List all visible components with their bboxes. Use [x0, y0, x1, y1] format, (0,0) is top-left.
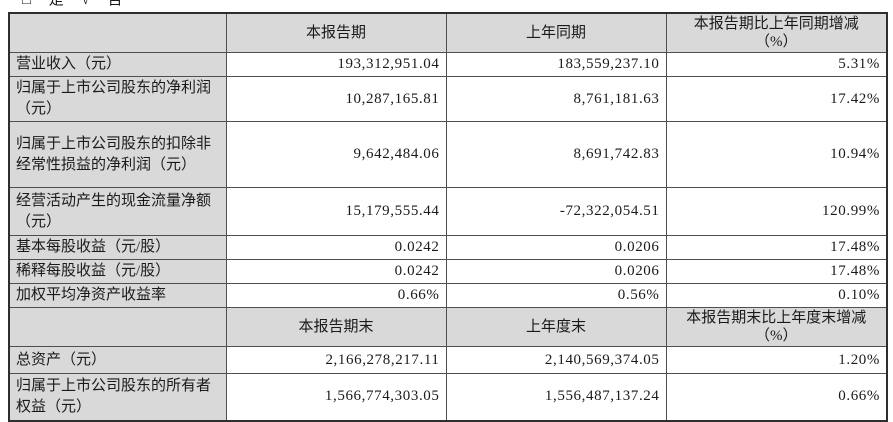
- table-row-diluted-eps: 稀释每股收益（元/股） 0.0242 0.0206 17.48%: [8, 259, 888, 284]
- header-change-line2: （%）: [755, 34, 798, 50]
- row-label: 总资产（元）: [8, 346, 227, 374]
- cell-current-value: 193,312,951.04: [225, 52, 447, 77]
- row-label: 营业收入（元）: [8, 52, 227, 77]
- header-cell-period-end-change: 本报告期末比上年度末增减 （%）: [665, 307, 888, 347]
- cell-change-value: 10.94%: [665, 121, 888, 188]
- cell-current-value: 9,642,484.06: [225, 121, 447, 188]
- clipped-text: □ 是 √ 否: [22, 0, 130, 7]
- cell-prior-value: 0.0206: [445, 235, 667, 260]
- table-row-net-profit-excl-nonrecurring: 归属于上市公司股东的扣除非经常性损益的净利润（元） 9,642,484.06 8…: [8, 121, 888, 188]
- table-header-row-period-end: 本报告期末 上年度末 本报告期末比上年度末增减 （%）: [8, 307, 888, 347]
- cell-change-value: 17.48%: [665, 259, 888, 284]
- report-page: □ 是 √ 否 本报告期 上年同期 本报告期比上年同期增减 （%） 营业收入（元…: [8, 0, 888, 422]
- table-row-operating-revenue: 营业收入（元） 193,312,951.04 183,559,237.10 5.…: [8, 52, 888, 77]
- cell-change-value: 0.66%: [665, 373, 888, 421]
- row-label: 经营活动产生的现金流量净额（元）: [8, 187, 227, 236]
- cell-change-value: 0.10%: [665, 283, 888, 308]
- cell-change-value: 5.31%: [665, 52, 888, 77]
- header-change-line1: 本报告期比上年同期增减: [693, 16, 859, 32]
- row-label: 归属于上市公司股东的所有者权益（元）: [8, 373, 227, 421]
- cell-prior-value: 2,140,569,374.05: [445, 346, 667, 374]
- row-label: 稀释每股收益（元/股）: [8, 259, 227, 284]
- cell-current-value: 0.66%: [225, 283, 447, 308]
- cell-current-value: 1,566,774,303.05: [225, 373, 447, 421]
- cell-change-value: 17.48%: [665, 235, 888, 260]
- header-cell-current-period: 本报告期: [225, 12, 447, 53]
- header-change-line1: 本报告期末比上年度末增减: [686, 310, 867, 326]
- row-label: 加权平均净资产收益率: [8, 283, 227, 308]
- cell-current-value: 0.0242: [225, 259, 447, 284]
- table-header-row-period: 本报告期 上年同期 本报告期比上年同期增减 （%）: [8, 12, 888, 53]
- cell-change-value: 17.42%: [665, 76, 888, 122]
- cell-prior-value: 8,691,742.83: [445, 121, 667, 188]
- cell-prior-value: -72,322,054.51: [445, 187, 667, 236]
- cell-prior-value: 183,559,237.10: [445, 52, 667, 77]
- table-row-total-assets: 总资产（元） 2,166,278,217.11 2,140,569,374.05…: [8, 346, 888, 374]
- financial-summary-table: 本报告期 上年同期 本报告期比上年同期增减 （%） 营业收入（元） 193,31…: [8, 12, 888, 422]
- header-cell-period-change: 本报告期比上年同期增减 （%）: [665, 12, 888, 53]
- header-cell-empty: [8, 12, 227, 53]
- clipped-text-above-table: □ 是 √ 否: [22, 0, 130, 7]
- cell-current-value: 15,179,555.44: [225, 187, 447, 236]
- cell-change-value: 1.20%: [665, 346, 888, 374]
- cell-prior-value: 0.56%: [445, 283, 667, 308]
- row-label: 归属于上市公司股东的扣除非经常性损益的净利润（元）: [8, 121, 227, 188]
- header-cell-prior-period: 上年同期: [445, 12, 667, 53]
- cell-prior-value: 0.0206: [445, 259, 667, 284]
- row-label: 基本每股收益（元/股）: [8, 235, 227, 260]
- cell-current-value: 10,287,165.81: [225, 76, 447, 122]
- table-row-operating-cash-flow: 经营活动产生的现金流量净额（元） 15,179,555.44 -72,322,0…: [8, 187, 888, 236]
- table-row-shareholders-equity: 归属于上市公司股东的所有者权益（元） 1,566,774,303.05 1,55…: [8, 373, 888, 421]
- header-change-line2: （%）: [755, 328, 798, 344]
- header-cell-prior-year-end: 上年度末: [445, 307, 667, 347]
- cell-current-value: 0.0242: [225, 235, 447, 260]
- cell-change-value: 120.99%: [665, 187, 888, 236]
- header-cell-empty: [8, 307, 227, 347]
- table-row-net-profit: 归属于上市公司股东的净利润（元） 10,287,165.81 8,761,181…: [8, 76, 888, 122]
- cell-prior-value: 8,761,181.63: [445, 76, 667, 122]
- header-cell-current-period-end: 本报告期末: [225, 307, 447, 347]
- table-row-weighted-avg-roe: 加权平均净资产收益率 0.66% 0.56% 0.10%: [8, 283, 888, 308]
- row-label: 归属于上市公司股东的净利润（元）: [8, 76, 227, 122]
- table-row-basic-eps: 基本每股收益（元/股） 0.0242 0.0206 17.48%: [8, 235, 888, 260]
- cell-current-value: 2,166,278,217.11: [225, 346, 447, 374]
- cell-prior-value: 1,556,487,137.24: [445, 373, 667, 421]
